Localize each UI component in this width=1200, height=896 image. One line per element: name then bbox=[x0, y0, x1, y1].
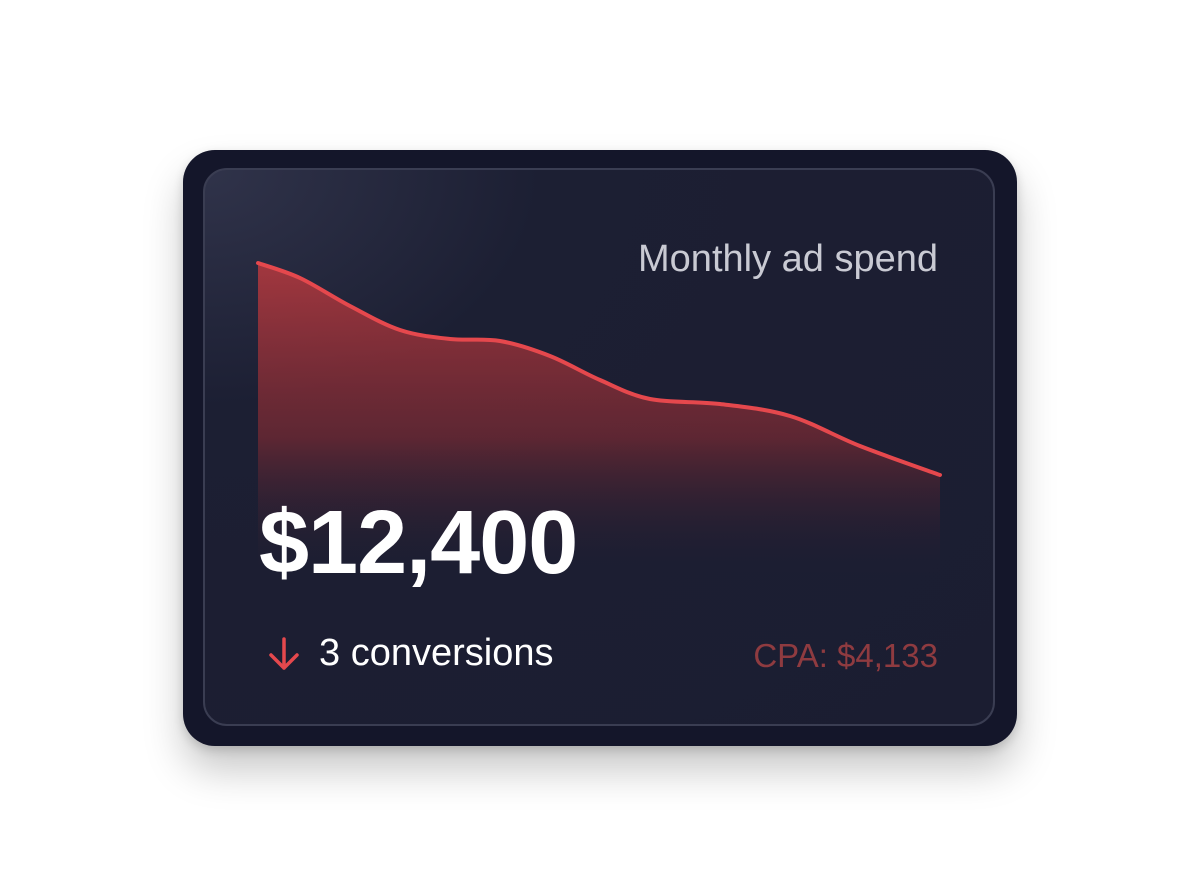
ad-spend-card: Monthly ad spend $12,400 3 conversions C… bbox=[183, 150, 1017, 746]
conversions-label: 3 conversions bbox=[319, 632, 554, 674]
spend-value: $12,400 bbox=[259, 493, 578, 593]
card-panel: Monthly ad spend $12,400 3 conversions C… bbox=[203, 168, 995, 726]
sparkline-area bbox=[258, 263, 940, 580]
card-title: Monthly ad spend bbox=[638, 238, 938, 280]
conversions-trend: 3 conversions bbox=[267, 632, 553, 675]
arrow-down-icon bbox=[269, 636, 299, 670]
cpa-label: CPA: $4,133 bbox=[753, 637, 938, 674]
sparkline-chart bbox=[256, 261, 942, 580]
sparkline-line bbox=[256, 261, 942, 477]
